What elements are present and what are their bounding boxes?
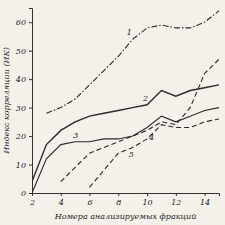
x-tick-mark [176, 193, 177, 196]
y-tick-label: 30 [16, 104, 26, 113]
series-label: 1 [127, 28, 132, 37]
y-tick-label: 60 [16, 18, 26, 27]
x-axis: 2 4 6 8 10 12 14 [29, 193, 220, 207]
series-line [32, 85, 219, 182]
series-label: 5 [129, 150, 134, 159]
series-line [46, 11, 219, 113]
series-label: 4 [148, 133, 154, 142]
y-tick: 10 [16, 161, 32, 170]
y-tick-label: 10 [16, 161, 26, 170]
lines [32, 11, 219, 193]
x-tick-label: 12 [171, 198, 181, 207]
y-tick: 60 [16, 18, 32, 27]
y-tick: 20 [15, 132, 32, 141]
y-axis-line [29, 9, 33, 194]
series-line [32, 108, 219, 193]
y-axis-title: Индекс корреляции (ИК) [2, 47, 11, 155]
y-tick-label: 50 [16, 47, 26, 56]
x-tick-mark [118, 193, 119, 196]
y-axis: 0 10 20 30 40 50 60 [15, 9, 33, 199]
x-axis-line [33, 194, 220, 197]
y-tick-label: 40 [15, 75, 26, 84]
chart: 2468101214010203040506012345Индекс корре… [0, 0, 225, 225]
x-tick-label: 10 [142, 198, 152, 207]
y-tick-mark [29, 193, 32, 194]
y-tick: 0 [21, 189, 32, 198]
x-tick-label: 14 [200, 198, 210, 207]
y-tick-label: 0 [21, 189, 26, 198]
series-line [61, 59, 219, 181]
y-tick-mark [29, 108, 32, 109]
y-tick-mark [29, 22, 32, 23]
series-label: 3 [73, 131, 78, 140]
x-tick-mark [61, 193, 62, 196]
x-tick: 10 [142, 193, 152, 207]
x-tick: 6 [87, 193, 92, 207]
series-label: 2 [142, 94, 148, 103]
y-tick-mark [29, 136, 32, 137]
x-tick: 2 [29, 193, 35, 207]
x-tick: 8 [116, 193, 121, 207]
y-tick-label: 20 [15, 132, 26, 141]
x-tick-label: 6 [87, 198, 92, 207]
x-tick: 4 [58, 193, 64, 207]
y-tick: 50 [16, 47, 32, 56]
series-line [90, 119, 219, 187]
x-axis-title: Номера анализируемых фракций [54, 212, 197, 221]
y-tick-mark [29, 79, 32, 80]
y-tick: 30 [16, 104, 32, 113]
y-tick-mark [29, 51, 32, 52]
plot: 2468101214010203040506012345 [15, 9, 220, 207]
series-labels: 1 2 3 4 5 [73, 28, 154, 159]
x-tick-label: 8 [116, 198, 121, 207]
x-tick-mark [147, 193, 148, 196]
x-tick-mark [205, 193, 206, 196]
x-tick-label: 2 [29, 198, 35, 207]
x-tick-mark [90, 193, 91, 196]
x-tick: 12 [171, 193, 181, 207]
y-tick: 40 [15, 75, 32, 84]
y-tick-mark [29, 165, 32, 166]
x-tick: 14 [200, 193, 210, 207]
x-tick-label: 4 [58, 198, 64, 207]
